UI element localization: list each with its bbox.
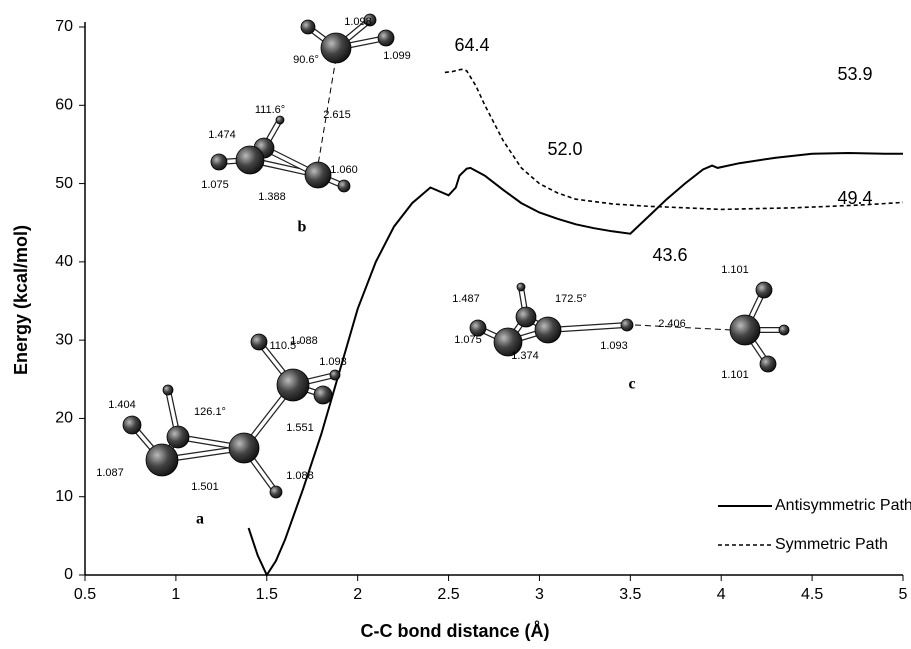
atom — [300, 19, 316, 35]
measurement-label: 2.406 — [658, 318, 686, 330]
atom — [269, 485, 283, 499]
measurement-label: 172.5° — [555, 293, 587, 305]
legend-label: Symmetric Path — [775, 536, 888, 553]
measurement-label: 110.5° — [269, 340, 300, 352]
inset-label: a — [196, 511, 204, 528]
atom — [145, 443, 179, 477]
annotation: 52.0 — [547, 139, 582, 159]
y-tick-label: 60 — [55, 97, 73, 114]
atom — [755, 281, 773, 299]
measurement-label: 1.101 — [721, 369, 749, 381]
annotation: 43.6 — [652, 245, 687, 265]
atom — [534, 316, 562, 344]
atom — [276, 368, 310, 402]
measurement-label: 1.087 — [96, 467, 124, 479]
series-line — [247, 151, 903, 578]
atom — [515, 306, 537, 328]
atom — [228, 432, 260, 464]
y-tick-label: 10 — [55, 488, 73, 505]
annotation: 64.4 — [454, 35, 489, 55]
atom — [377, 29, 395, 47]
atom — [313, 385, 333, 405]
molecule-inset: 1.487 172.5° 2.406 1.101 1.101 1.075 1.374 1.09… — [452, 264, 790, 393]
measurement-label: 1.098 — [344, 16, 372, 28]
annotation: 53.9 — [837, 64, 872, 84]
atom — [320, 32, 352, 64]
measurement-label: 1.374 — [511, 350, 539, 362]
y-tick-label: 70 — [55, 18, 73, 35]
x-tick-label: 1.5 — [256, 586, 278, 603]
atom — [122, 415, 142, 435]
annotation: 49.4 — [837, 188, 872, 208]
x-tick-label: 1 — [171, 586, 180, 603]
atom — [235, 145, 265, 175]
atom — [166, 425, 190, 449]
atom — [250, 333, 268, 351]
measurement-label: 1.075 — [454, 334, 482, 346]
x-tick-label: 4 — [717, 586, 726, 603]
measurement-label: 1.404 — [108, 399, 136, 411]
measurement-label: 1.501 — [191, 481, 219, 493]
inset-label: c — [628, 376, 635, 393]
series-line — [444, 68, 904, 211]
y-tick-label: 30 — [55, 331, 73, 348]
y-tick-label: 20 — [55, 410, 73, 427]
measurement-label: 1.088 — [290, 335, 318, 347]
atom — [759, 355, 777, 373]
molecule-inset: 1.404126.1°110.5°1.0881.0931.5511.0871.5… — [96, 333, 347, 528]
atom — [778, 324, 790, 336]
measurement-label: 1.099 — [383, 50, 411, 62]
measurement-label: 1.101 — [721, 264, 749, 276]
atom — [275, 115, 285, 125]
x-tick-label: 3 — [535, 586, 544, 603]
y-tick-label: 0 — [64, 566, 73, 583]
x-tick-label: 2 — [353, 586, 362, 603]
x-tick-label: 2.5 — [437, 586, 459, 603]
long-bond — [634, 324, 733, 331]
atom — [620, 318, 634, 332]
measurement-label: 90.6° — [293, 54, 319, 66]
measurement-label: 2.615 — [323, 109, 351, 121]
molecule-inset: 1.098 1.099 90.6° 2.615 111.6° 1.474 1.060 1.07… — [201, 13, 411, 236]
inset-label: b — [298, 219, 307, 236]
x-tick-label: 4.5 — [801, 586, 823, 603]
measurement-label: 1.388 — [258, 191, 286, 203]
y-tick-label: 50 — [55, 175, 73, 192]
x-tick-label: 5 — [899, 586, 908, 603]
atom — [337, 179, 351, 193]
measurement-label: 1.487 — [452, 293, 480, 305]
measurement-label: 1.551 — [286, 422, 314, 434]
x-axis-title: C-C bond distance (Å) — [361, 621, 550, 641]
atom — [304, 161, 332, 189]
x-tick-label: 3.5 — [619, 586, 641, 603]
measurement-label: 1.093 — [600, 340, 628, 352]
atom — [729, 314, 761, 346]
measurement-label: 111.6° — [255, 104, 285, 116]
atom — [162, 384, 174, 396]
measurement-label: 1.060 — [330, 164, 358, 176]
y-axis-title: Energy (kcal/mol) — [11, 225, 31, 375]
measurement-label: 1.474 — [208, 129, 236, 141]
y-tick-label: 40 — [55, 253, 73, 270]
atom — [363, 13, 377, 27]
measurement-label: 1.093 — [319, 356, 347, 368]
x-tick-label: 0.5 — [74, 586, 96, 603]
legend-label: Antisymmetric Path — [775, 497, 911, 514]
atom — [516, 282, 526, 292]
measurement-label: 1.075 — [201, 179, 229, 191]
atom — [493, 327, 523, 357]
atom — [210, 153, 228, 171]
atom — [469, 319, 487, 337]
measurement-label: 1.088 — [286, 470, 314, 482]
measurement-label: 126.1° — [194, 406, 226, 418]
long-bond — [317, 57, 337, 166]
atom — [329, 369, 341, 381]
